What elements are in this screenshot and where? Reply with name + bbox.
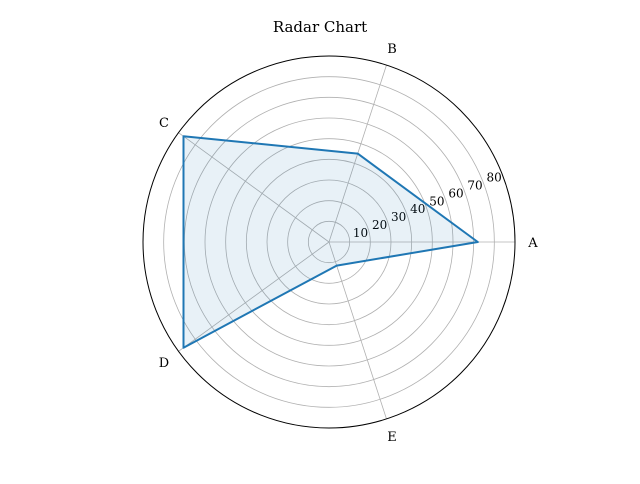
chart-title: Radar Chart xyxy=(272,18,368,36)
data-point xyxy=(182,346,185,349)
data-point xyxy=(182,135,185,138)
data-point xyxy=(477,241,479,243)
radial-tick-label: 40 xyxy=(410,202,425,216)
radial-tick-label: 10 xyxy=(353,226,368,240)
category-label: C xyxy=(159,116,169,131)
series-polygon xyxy=(182,135,479,349)
grid-spoke xyxy=(178,132,330,243)
category-label: A xyxy=(527,236,538,251)
radial-tick-label: 70 xyxy=(467,178,482,192)
radial-tick-label: 60 xyxy=(448,186,463,200)
data-point xyxy=(335,264,338,267)
data-point xyxy=(356,152,359,155)
radial-tick-label: 20 xyxy=(372,218,387,232)
polar-frame xyxy=(142,55,516,429)
radial-tick-label: 50 xyxy=(429,194,444,208)
grid-spoke xyxy=(328,241,387,420)
grid-spoke xyxy=(178,241,330,352)
category-label: B xyxy=(387,42,397,57)
radial-tick-label: 30 xyxy=(391,210,406,224)
category-label: D xyxy=(159,356,169,371)
radial-tick-label: 80 xyxy=(487,171,502,185)
category-label: E xyxy=(387,430,397,445)
